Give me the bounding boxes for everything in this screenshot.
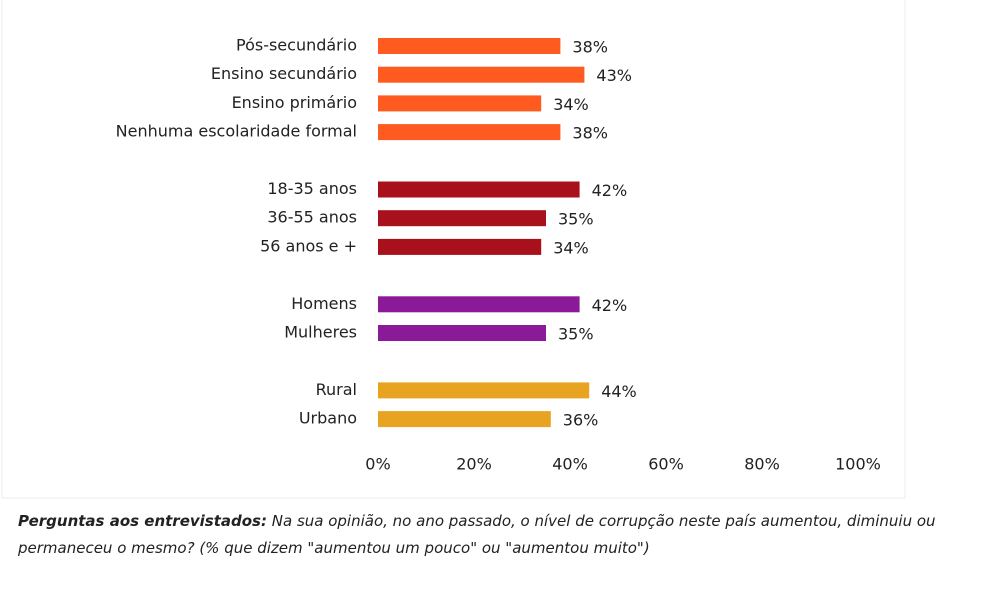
bar bbox=[378, 325, 546, 341]
value-label: 35% bbox=[558, 210, 594, 229]
y-tick-label: Rural bbox=[316, 380, 357, 399]
x-tick-label: 20% bbox=[456, 455, 492, 474]
value-label: 44% bbox=[601, 382, 637, 401]
value-label: 34% bbox=[553, 95, 589, 114]
y-tick-label: Pós-secundário bbox=[236, 36, 357, 55]
value-label: 42% bbox=[592, 181, 628, 200]
bar bbox=[378, 95, 542, 112]
y-tick-label: Nenhuma escolaridade formal bbox=[116, 122, 357, 141]
x-tick-label: 80% bbox=[744, 455, 780, 474]
value-label: 36% bbox=[563, 411, 599, 430]
bar bbox=[378, 66, 585, 83]
y-tick-label: Ensino secundário bbox=[211, 64, 357, 83]
value-label: 38% bbox=[572, 124, 608, 143]
y-tick-label: 36-55 anos bbox=[267, 208, 357, 227]
y-tick-label: Mulheres bbox=[284, 323, 357, 342]
y-tick-label: Ensino primário bbox=[232, 93, 357, 112]
x-tick-label: 40% bbox=[552, 455, 588, 474]
x-tick-label: 60% bbox=[648, 455, 684, 474]
bar bbox=[378, 124, 561, 141]
card bbox=[1, 0, 906, 499]
bar bbox=[378, 210, 546, 227]
x-tick-label: 100% bbox=[835, 455, 881, 474]
question-text: Na sua opinião, no ano passado, o nível … bbox=[18, 512, 936, 557]
y-tick-label: Homens bbox=[291, 294, 357, 313]
value-label: 42% bbox=[592, 296, 628, 315]
value-label: 38% bbox=[572, 38, 608, 57]
y-tick-label: 18-35 anos bbox=[267, 179, 357, 198]
bar bbox=[378, 38, 561, 54]
bar bbox=[378, 296, 580, 313]
x-tick-label: 0% bbox=[365, 455, 390, 474]
value-label: 34% bbox=[553, 238, 589, 257]
bar bbox=[378, 411, 551, 428]
y-tick-label: Urbano bbox=[299, 409, 357, 428]
value-label: 35% bbox=[558, 325, 594, 344]
bar bbox=[378, 181, 580, 198]
question-note: Perguntas aos entrevistados: Na sua opin… bbox=[18, 508, 968, 562]
question-label: Perguntas aos entrevistados: bbox=[18, 512, 267, 530]
y-tick-label: 56 anos e + bbox=[260, 236, 357, 255]
bar bbox=[378, 382, 590, 399]
value-label: 43% bbox=[596, 66, 632, 85]
bar bbox=[378, 238, 542, 255]
chart: 0% 20% 40% 60% 80% 100% Pós-secundário 38% Ensin… bbox=[1, 0, 906, 499]
